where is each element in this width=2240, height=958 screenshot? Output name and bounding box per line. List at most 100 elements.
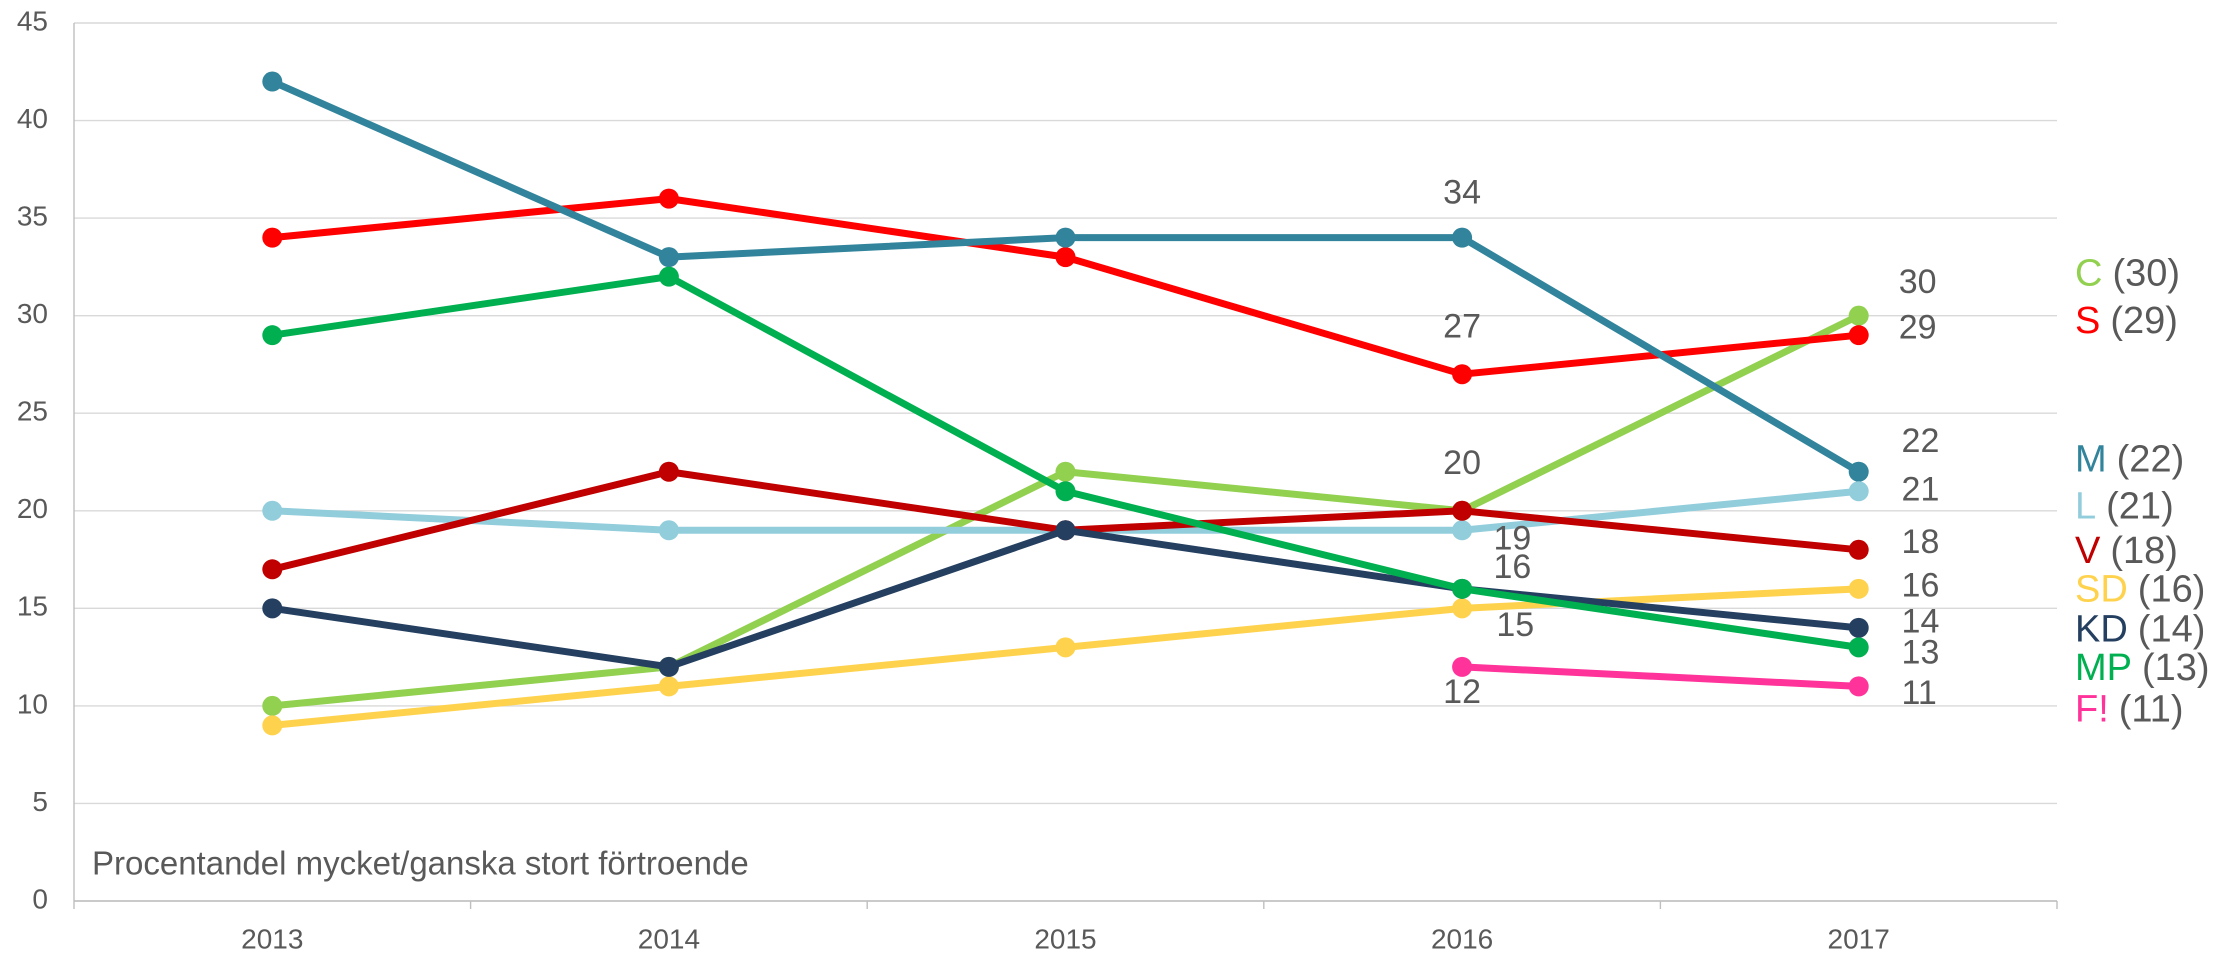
data-label: 12: [1443, 673, 1481, 711]
data-point: [1452, 598, 1473, 619]
legend-name: C: [2075, 253, 2102, 295]
legend-note: (22): [2117, 438, 2185, 480]
data-point: [1848, 325, 1869, 346]
legend-entry: F! (11): [2075, 688, 2184, 730]
legend-name: S: [2075, 300, 2100, 342]
data-point: [1848, 637, 1869, 658]
y-tick-label: 40: [17, 103, 48, 134]
data-label: 30: [1899, 263, 1937, 301]
series: 20 18 V (18): [262, 444, 2178, 580]
legend-name: V: [2075, 530, 2101, 572]
legend-entry: KD (14): [2075, 608, 2205, 650]
data-point: [1452, 578, 1473, 599]
x-tick-label: 2015: [1034, 923, 1096, 954]
data-point: [1055, 481, 1076, 502]
data-point: [1452, 227, 1473, 248]
data-point: [262, 695, 283, 716]
data-point: [1055, 227, 1076, 248]
y-tick-label: 10: [17, 688, 48, 719]
data-point: [262, 559, 283, 580]
data-point: [1848, 305, 1869, 326]
data-point: [262, 500, 283, 521]
legend-entry: S (29): [2075, 300, 2178, 342]
data-point: [658, 656, 679, 677]
data-point: [1452, 520, 1473, 541]
data-point: [1055, 520, 1076, 541]
data-point: [658, 247, 679, 268]
data-point: [1848, 481, 1869, 502]
legend-note: (21): [2106, 486, 2174, 528]
data-point: [658, 520, 679, 541]
legend-name: M: [2075, 438, 2107, 480]
data-point: [262, 325, 283, 346]
legend-entry: SD (16): [2075, 568, 2205, 610]
y-tick-label: 45: [17, 5, 48, 36]
data-label: 20: [1443, 444, 1481, 482]
y-tick-label: 5: [32, 786, 48, 817]
data-point: [1848, 617, 1869, 638]
legend-name: L: [2075, 486, 2096, 528]
data-label: 34: [1443, 174, 1481, 212]
legend-note: (16): [2138, 568, 2206, 610]
data-point: [1848, 578, 1869, 599]
legend-note: (18): [2110, 530, 2178, 572]
legend-note: (30): [2112, 253, 2180, 295]
legend-entry: L (21): [2075, 486, 2174, 528]
data-point: [262, 715, 283, 736]
x-tick-label: 2014: [638, 923, 700, 954]
data-point: [1452, 364, 1473, 385]
data-point: [1848, 539, 1869, 560]
legend-entry: MP (13): [2075, 647, 2210, 689]
series: 27 29 S (29): [262, 188, 2178, 385]
legend-name: KD: [2075, 608, 2128, 650]
data-label: 27: [1443, 307, 1481, 345]
series-line: [1461, 663, 1859, 690]
x-tick-label: 2016: [1431, 923, 1493, 954]
data-label: 13: [1902, 633, 1940, 671]
legend-entry: V (18): [2075, 530, 2178, 572]
legend-note: (13): [2142, 647, 2210, 689]
data-label: 16: [1902, 566, 1940, 604]
data-point: [262, 227, 283, 248]
data-label: 21: [1902, 470, 1940, 508]
data-point: [658, 266, 679, 287]
series: 34 22 M (22): [262, 71, 2184, 482]
data-label: 11: [1902, 674, 1937, 712]
data-point: [1848, 461, 1869, 482]
data-point: [1452, 500, 1473, 521]
y-tick-label: 20: [17, 493, 48, 524]
y-tick-label: 30: [17, 298, 48, 329]
legend-note: (29): [2110, 300, 2178, 342]
data-point: [1055, 461, 1076, 482]
data-label: 19: [1494, 519, 1532, 557]
y-tick-label: 15: [17, 591, 48, 622]
data-point: [262, 598, 283, 619]
y-tick-label: 0: [32, 883, 48, 914]
legend-note: (14): [2138, 608, 2206, 650]
x-tick-label: 2017: [1828, 923, 1890, 954]
data-label: 18: [1902, 523, 1940, 561]
y-tick-label: 35: [17, 201, 48, 232]
legend-note: (11): [2119, 688, 2184, 730]
legend-entry: C (30): [2075, 253, 2180, 295]
data-point: [1848, 676, 1869, 697]
data-point: [1452, 656, 1473, 677]
annotation: Procentandel mycket/ganska stort förtroe…: [92, 845, 749, 882]
data-label: 14: [1902, 603, 1940, 641]
data-label: 22: [1902, 422, 1940, 460]
legend-name: F!: [2075, 688, 2109, 730]
y-tick-label: 25: [17, 396, 48, 427]
data-point: [1055, 637, 1076, 658]
data-point: [1055, 247, 1076, 268]
series: 13 MP (13): [262, 266, 2210, 689]
data-label: 29: [1899, 308, 1937, 346]
data-point: [262, 71, 283, 92]
data-point: [658, 676, 679, 697]
series-line: [271, 195, 1860, 378]
legend-entry: M (22): [2075, 438, 2184, 480]
data-label: 16: [1494, 548, 1532, 586]
data-label: 15: [1496, 606, 1534, 644]
x-tick-label: 2013: [241, 923, 303, 954]
